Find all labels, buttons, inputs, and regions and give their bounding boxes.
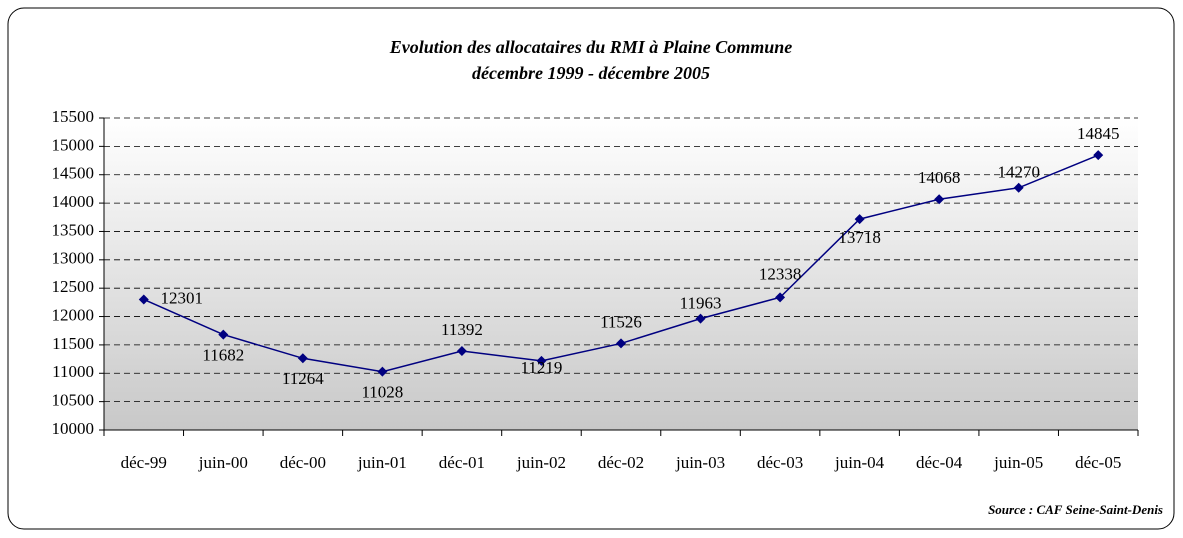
data-point [854, 214, 865, 225]
data-point [377, 366, 388, 377]
y-tick-label: 12500 [52, 277, 95, 296]
y-tick-label: 12000 [52, 305, 95, 324]
data-label: 11963 [680, 294, 722, 313]
data-label: 11028 [361, 383, 403, 402]
data-label: 13718 [838, 228, 881, 247]
y-tick-label: 11500 [52, 334, 94, 353]
data-point [1013, 182, 1024, 193]
y-tick-label: 13000 [52, 249, 95, 268]
x-tick-label: déc-00 [280, 453, 326, 472]
data-point [1093, 150, 1104, 161]
x-tick-label: juin-01 [357, 453, 407, 472]
x-tick-label: juin-04 [834, 453, 885, 472]
y-tick-label: 10500 [52, 391, 95, 410]
data-label: 11682 [202, 345, 244, 364]
x-tick-label: juin-03 [675, 453, 725, 472]
data-point [616, 338, 626, 349]
x-tick-label: déc-04 [916, 453, 963, 472]
chart-subtitle: décembre 1999 - décembre 2005 [472, 63, 710, 83]
y-tick-label: 13500 [52, 220, 95, 239]
data-label: 11526 [600, 312, 642, 331]
x-tick-label: déc-02 [598, 453, 644, 472]
x-tick-label: juin-00 [198, 453, 248, 472]
y-tick-label: 14000 [52, 192, 95, 211]
y-tick-label: 10000 [52, 419, 95, 438]
y-tick-label: 14500 [52, 164, 95, 183]
x-tick-label: juin-05 [993, 453, 1043, 472]
data-label: 12301 [161, 288, 204, 307]
data-label: 11219 [521, 358, 563, 377]
x-tick-label: déc-03 [757, 453, 803, 472]
data-label: 11264 [282, 369, 324, 388]
frame [7, 7, 1175, 530]
data-label: 14270 [997, 163, 1040, 182]
y-tick-label: 11000 [52, 362, 94, 381]
data-label: 14845 [1077, 124, 1120, 143]
chart-title: Evolution des allocataires du RMI à Plai… [389, 37, 793, 57]
data-point [138, 294, 149, 305]
x-tick-label: juin-02 [516, 453, 566, 472]
x-tick-label: déc-99 [121, 453, 167, 472]
y-tick-label: 15000 [52, 135, 95, 154]
data-label: 12338 [759, 264, 802, 283]
data-point [218, 329, 229, 340]
data-label: 14068 [918, 168, 961, 187]
data-point [775, 292, 786, 303]
plot-area [104, 118, 1138, 430]
data-point [934, 194, 945, 205]
data-point [695, 313, 706, 324]
source-note: Source : CAF Seine-Saint-Denis [988, 502, 1163, 517]
data-point [297, 353, 308, 364]
x-tick-label: déc-01 [439, 453, 485, 472]
data-point [536, 355, 547, 366]
y-tick-label: 15500 [52, 107, 95, 126]
data-label: 11392 [441, 320, 483, 339]
data-point [456, 346, 467, 357]
x-tick-label: déc-05 [1075, 453, 1121, 472]
